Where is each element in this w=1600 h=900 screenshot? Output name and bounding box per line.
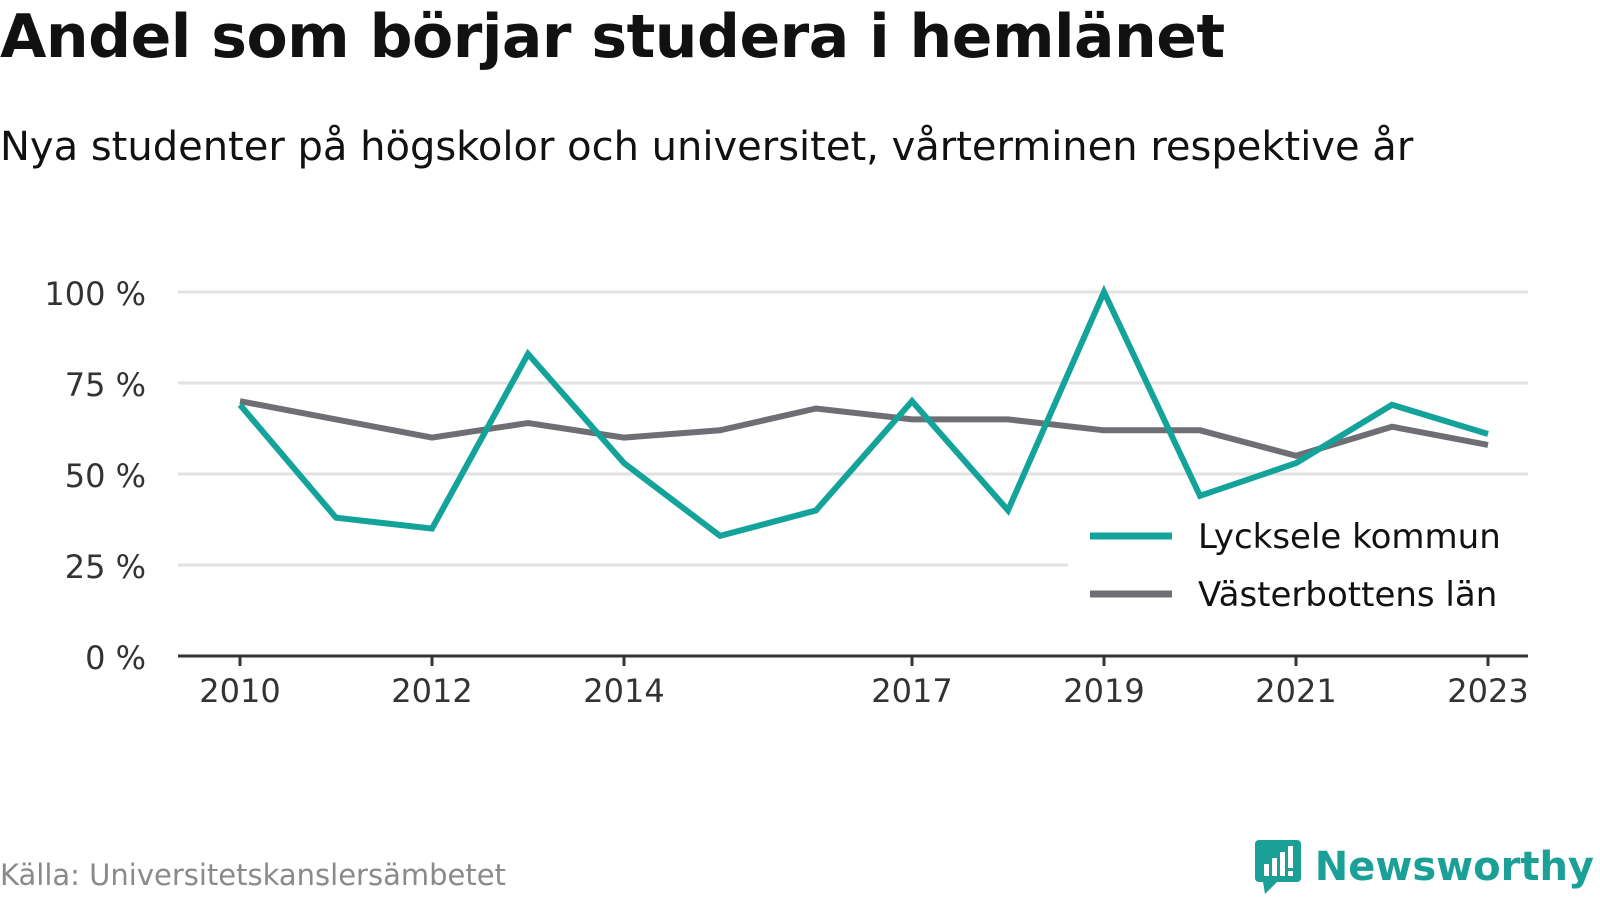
x-tick-label: 2010: [199, 672, 280, 710]
legend-label: Lycksele kommun: [1198, 517, 1501, 557]
brand-name: Newsworthy: [1314, 844, 1594, 890]
legend-background: [1068, 510, 1538, 626]
source-note: Källa: Universitetskanslersämbetet: [0, 858, 506, 892]
legend: Lycksele kommun Västerbottens län: [1068, 510, 1538, 626]
axes: 0 % 25 % 50 % 75 % 100 % 2010 2012 2014 2017 2019…: [44, 275, 1528, 710]
series-lines: [237, 284, 1489, 540]
x-tick-label: 2021: [1255, 672, 1336, 710]
newsworthy-logo-icon: [1254, 840, 1301, 894]
x-tick-label: 2017: [871, 672, 952, 710]
series-line-vasterbotten: [239, 398, 1489, 459]
chart-title: Andel som börjar studera i hemlänet: [0, 2, 1225, 72]
y-tick-label: 100 %: [44, 275, 146, 313]
x-tick-label: 2014: [583, 672, 664, 710]
y-tick-label: 25 %: [65, 548, 146, 586]
x-tick-label: 2023: [1447, 672, 1528, 710]
legend-label: Västerbottens län: [1198, 575, 1497, 615]
y-tick-label: 0 %: [85, 639, 146, 677]
series-line-lycksele: [237, 284, 1489, 540]
x-tick-label: 2019: [1063, 672, 1144, 710]
brand-logo: Newsworthy: [1253, 838, 1594, 896]
y-tick-label: 50 %: [65, 457, 146, 495]
chart-subtitle: Nya studenter på högskolor och universit…: [0, 124, 1414, 170]
x-tick-label: 2012: [391, 672, 472, 710]
y-tick-label: 75 %: [65, 366, 146, 404]
